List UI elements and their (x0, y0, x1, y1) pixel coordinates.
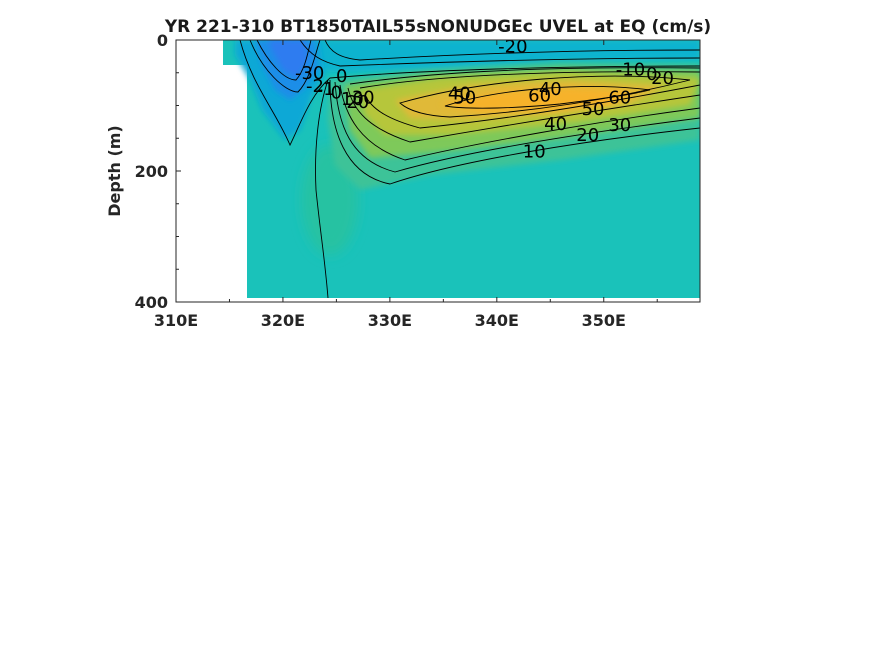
contour-label: 0 (336, 66, 347, 87)
contour-line (364, 84, 700, 129)
velocity-shading (235, 40, 700, 255)
contour-line (349, 67, 700, 85)
y-tick-label: 400 (135, 293, 168, 312)
x-tick-label: 310E (154, 311, 198, 330)
contour-label: -20 (498, 37, 527, 58)
contour-label: -10 (616, 59, 645, 80)
contour-label: 50 (582, 99, 605, 120)
contour-label: 0 (646, 64, 657, 85)
contour-line (329, 79, 700, 185)
contour-label: 30 (352, 88, 375, 109)
contour-line (256, 40, 312, 81)
contour-label: 20 (576, 125, 599, 146)
y-tick-label: 0 (157, 31, 168, 50)
contour-line (324, 40, 700, 61)
contour-line (315, 79, 329, 299)
x-tick-label: 320E (261, 311, 305, 330)
x-tick-label: 340E (475, 311, 519, 330)
x-tick-label: 350E (582, 311, 626, 330)
contour-label: 40 (448, 84, 471, 105)
contour-label: 40 (539, 79, 562, 100)
undercurrent-core (440, 88, 635, 112)
contour-label: 60 (608, 88, 631, 109)
contour-label: 20 (651, 68, 674, 89)
westward-core (268, 40, 308, 78)
contour-lines (239, 40, 700, 299)
contour-line (239, 40, 700, 147)
contour-line (359, 71, 700, 89)
y-axis-label: Depth (m) (105, 125, 124, 217)
x-axis: 310E 320E 330E 340E 350E (154, 40, 658, 330)
contour-label: 50 (453, 88, 476, 109)
contour-label: 60 (528, 86, 551, 107)
contour-line (339, 84, 700, 161)
contour-label: 0 (331, 82, 342, 103)
y-tick-label: 200 (135, 162, 168, 181)
contour-line (399, 75, 691, 118)
contour-label: 30 (608, 115, 631, 136)
contour-label: 10 (523, 141, 546, 162)
contour-label: -1 (317, 79, 335, 100)
contour-line (299, 40, 700, 67)
x-tick-label: 330E (368, 311, 412, 330)
contour-label: 10 (341, 89, 364, 110)
y-axis: 0 200 400 (135, 31, 181, 312)
contour-line (334, 81, 700, 173)
chart-title: YR 221-310 BT1850TAIL55sNONUDGEc UVEL at… (164, 17, 711, 37)
contour-label: 20 (346, 92, 369, 113)
contour-label: -30 (295, 63, 324, 84)
contour-line (347, 87, 700, 143)
contour-label: 40 (544, 114, 567, 135)
contour-label: -2 (306, 76, 324, 97)
contour-line (444, 86, 651, 109)
